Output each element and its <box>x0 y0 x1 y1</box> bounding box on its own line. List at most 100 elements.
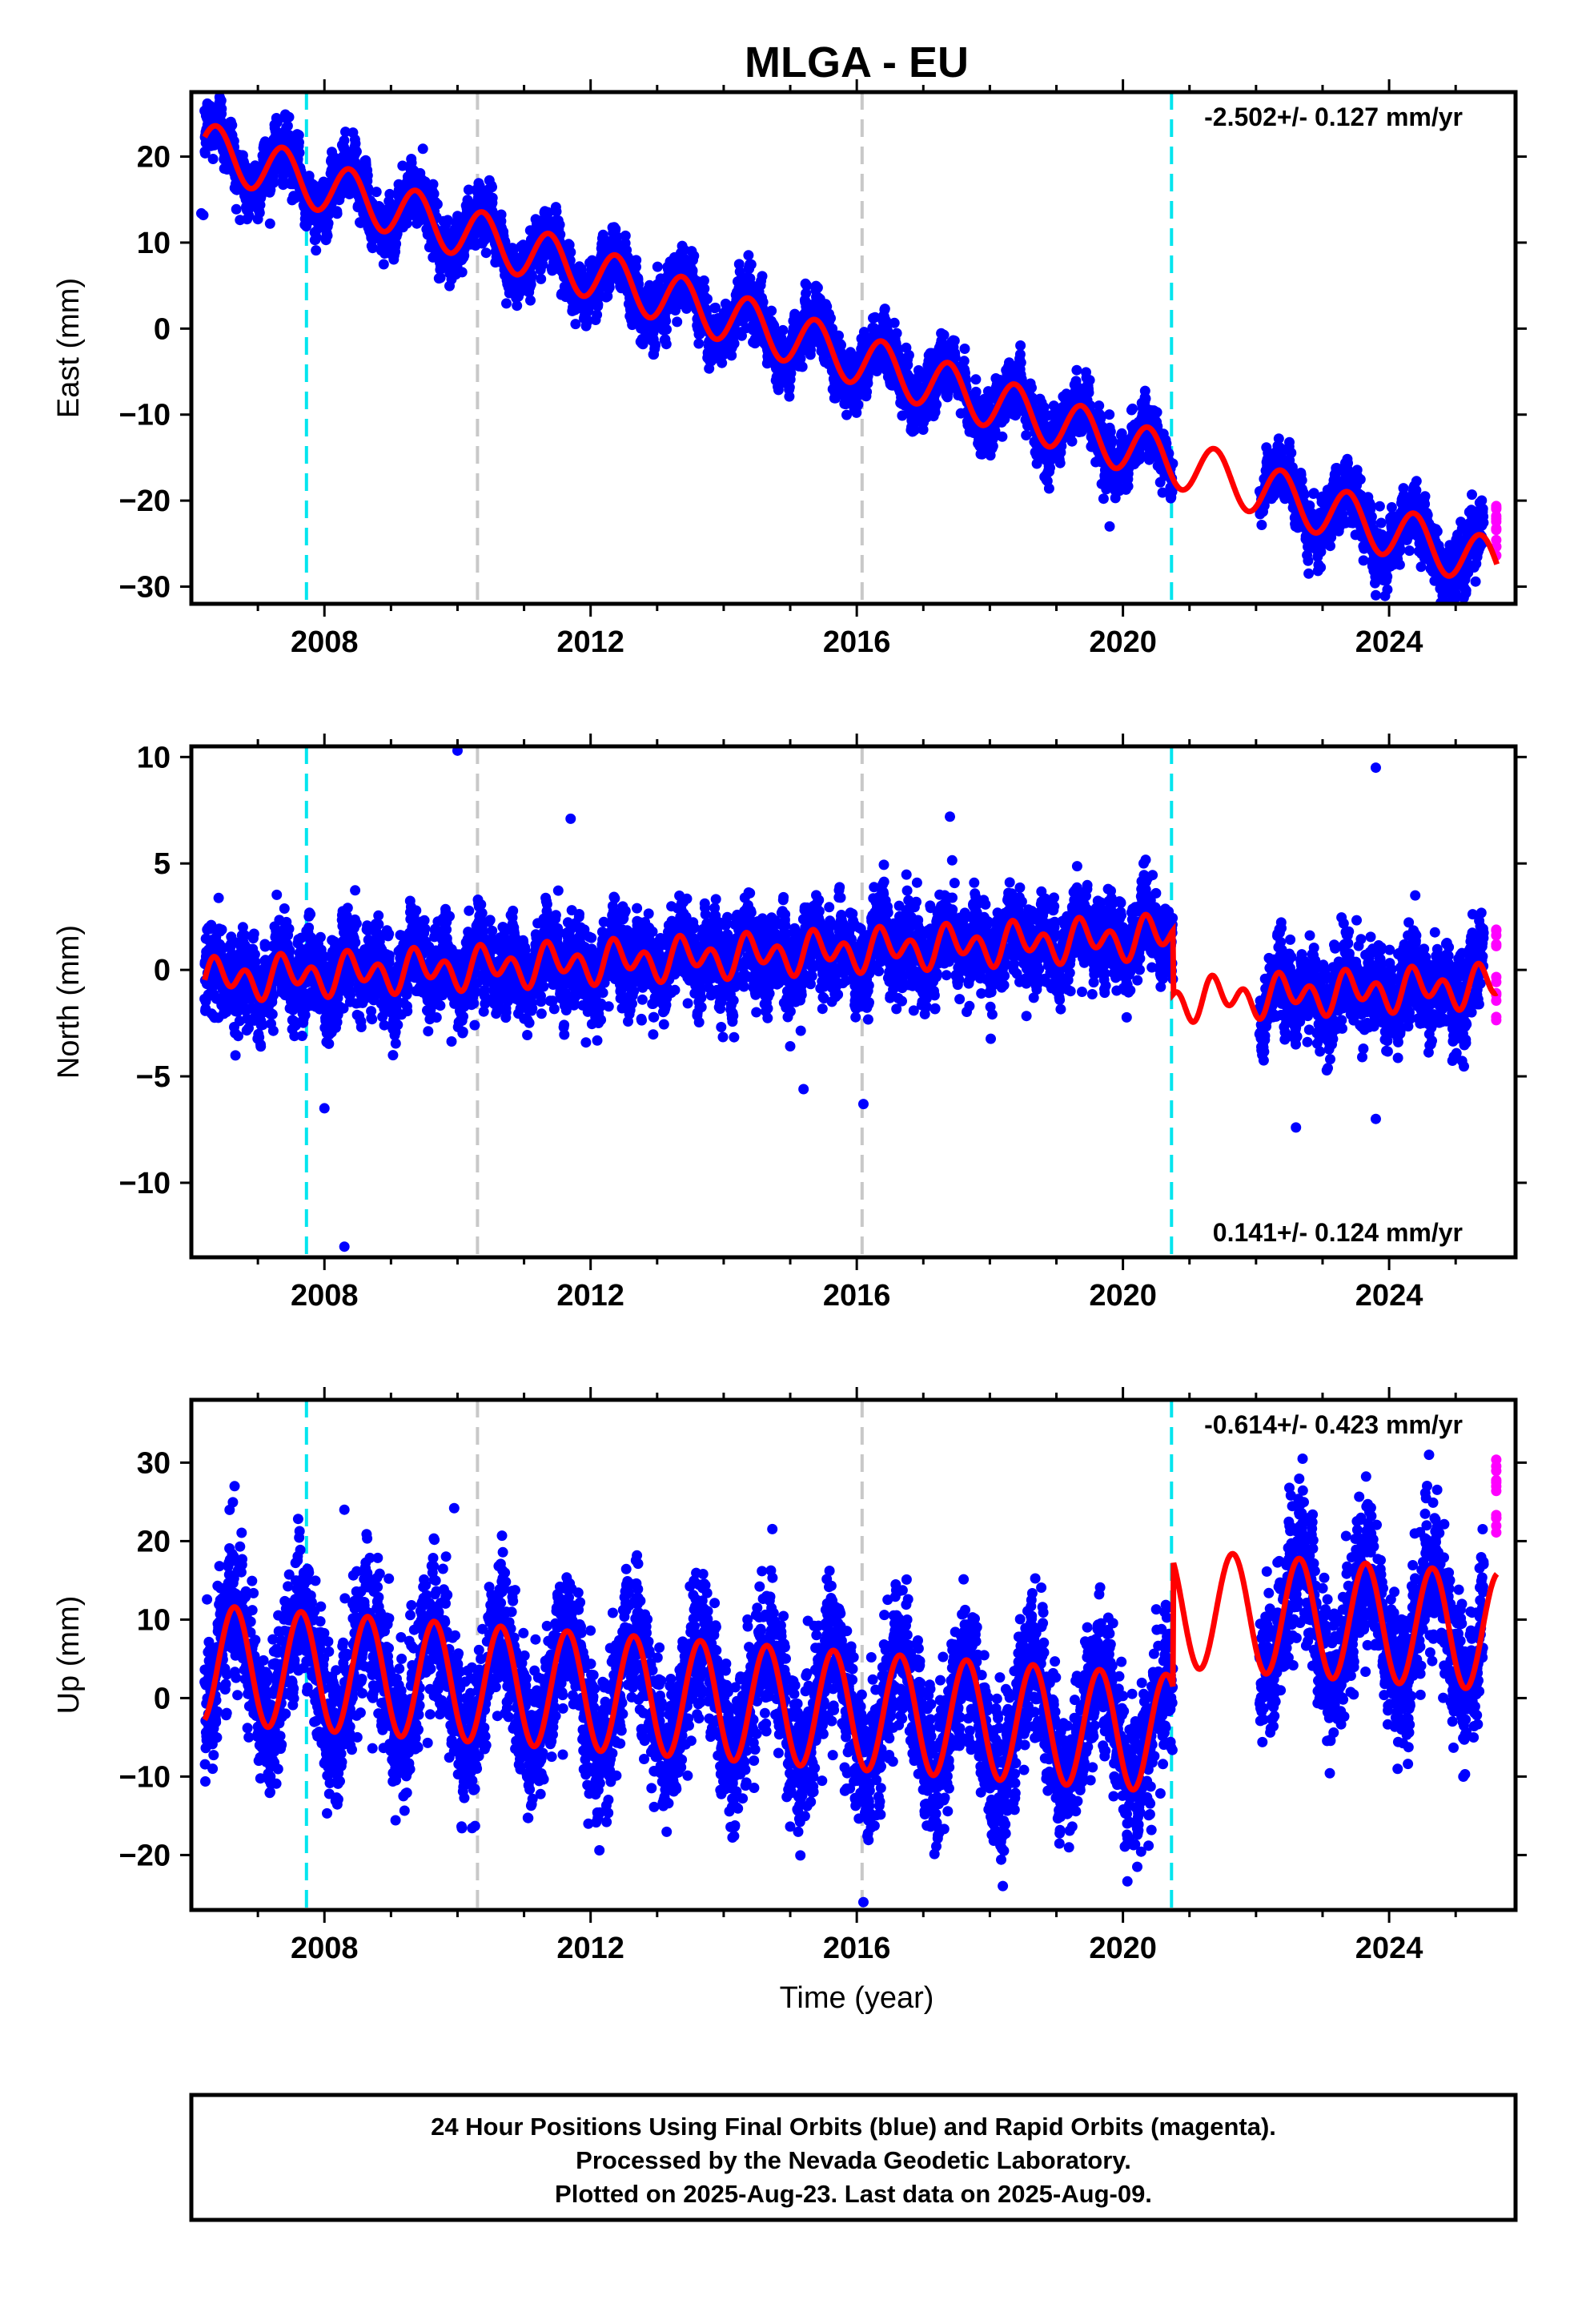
east-data-point <box>797 361 808 372</box>
east-data-point <box>339 135 350 146</box>
east-data-point <box>536 273 547 284</box>
east-data-point <box>745 259 757 270</box>
east-data-point <box>902 360 913 371</box>
east-data-point <box>661 339 672 350</box>
east-data-point <box>271 117 283 128</box>
east-data-point <box>496 209 507 220</box>
east-data-point <box>650 340 661 351</box>
east-data-point <box>435 272 446 283</box>
east-data-point <box>689 251 700 261</box>
figure-title: MLGA - EU <box>745 38 969 86</box>
east-data-point <box>417 143 428 155</box>
east-data-point <box>565 247 576 258</box>
east-data-point <box>475 183 486 194</box>
east-data-point <box>889 317 900 328</box>
east-data-point <box>378 259 389 270</box>
east-data-point <box>391 239 402 249</box>
east-data-point <box>970 374 982 385</box>
east-data-point <box>836 340 846 351</box>
east-data-point <box>631 255 642 266</box>
east-data-point <box>1084 375 1095 386</box>
east-data-point <box>743 250 754 261</box>
east-data-point <box>323 218 334 229</box>
east-data-point <box>879 304 890 315</box>
east-data-point <box>322 230 333 241</box>
east-data-point <box>350 138 361 149</box>
east-data-point <box>777 324 789 336</box>
east-plot-area <box>195 92 1502 604</box>
east-data-point <box>268 177 279 188</box>
east-data-point <box>525 295 536 306</box>
east-data-point <box>1043 483 1054 494</box>
east-data-point <box>216 103 227 115</box>
east-data-point <box>463 184 474 195</box>
east-data-point <box>620 230 631 241</box>
east-data-point <box>311 245 322 256</box>
east-data-point <box>693 338 705 349</box>
east-data-point <box>757 296 769 308</box>
east-data-point <box>345 187 356 199</box>
east-data-point <box>702 293 713 304</box>
east-data-point <box>1083 387 1094 398</box>
east-data-point <box>1104 409 1115 420</box>
east-data-point <box>757 271 768 282</box>
east-data-point <box>227 119 238 131</box>
east-data-point <box>428 188 440 199</box>
east-data-point <box>487 182 497 193</box>
east-data-point <box>661 324 672 335</box>
east-data-point <box>397 160 408 171</box>
east-data-point <box>554 219 565 231</box>
east-data-point <box>432 199 443 210</box>
east-data-point <box>672 316 683 328</box>
east-data-point <box>950 352 961 363</box>
east-data-point <box>254 207 265 219</box>
east-data-point <box>340 127 351 138</box>
east-data-point <box>987 440 998 452</box>
east-data-point <box>303 171 315 182</box>
east-data-point <box>283 111 295 123</box>
east-data-point <box>949 336 960 346</box>
east-data-point <box>1026 382 1037 393</box>
east-data-point <box>891 328 902 339</box>
east-data-point <box>371 187 382 198</box>
east-data-point <box>456 267 468 278</box>
east-data-point <box>931 399 942 410</box>
east-data-point <box>487 192 498 203</box>
east-data-point <box>278 179 289 191</box>
east-data-point <box>215 95 227 107</box>
east-data-point <box>729 338 740 349</box>
east-data-point <box>1071 364 1082 376</box>
east-data-point <box>825 312 836 324</box>
east-data-point <box>766 305 777 316</box>
east-data-point <box>1015 357 1026 368</box>
east-data-point <box>784 391 795 402</box>
east-data-point <box>1054 457 1066 468</box>
east-data-point <box>256 190 267 201</box>
east-data-point <box>351 146 362 157</box>
east-data-point <box>959 344 970 354</box>
east-data-point <box>401 218 412 229</box>
east-data-point <box>480 247 492 259</box>
east-data-point <box>311 232 322 243</box>
east-data-point <box>512 300 523 312</box>
east-data-point <box>199 147 211 159</box>
east-data-point <box>882 325 893 336</box>
east-data-point <box>367 243 378 254</box>
east-data-point <box>1098 493 1109 505</box>
east-data-point <box>997 431 1008 442</box>
east-data-point <box>294 137 304 148</box>
east-data-point <box>207 154 219 164</box>
east-data-point <box>204 100 215 111</box>
east-data-point <box>527 271 537 282</box>
east-data-point <box>604 282 615 293</box>
east-data-point <box>1106 436 1118 447</box>
east-data-point <box>938 329 950 340</box>
east-data-point <box>801 280 813 292</box>
east-data-point <box>282 120 293 131</box>
east-data-point <box>812 282 823 293</box>
east-data-point <box>501 298 512 309</box>
east-data-point <box>331 208 343 219</box>
east-data-point <box>1066 436 1078 447</box>
east-data-point <box>231 203 242 215</box>
